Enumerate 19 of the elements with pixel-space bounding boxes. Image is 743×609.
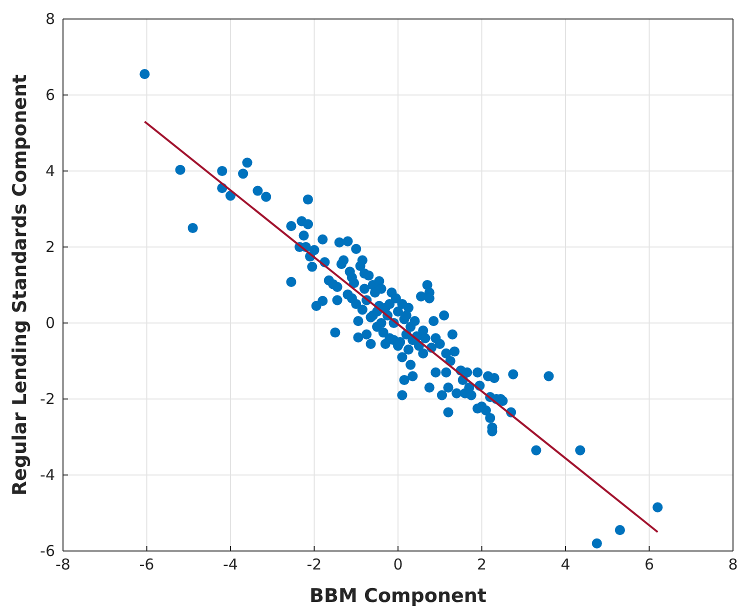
x-tick-label: 8 xyxy=(728,556,738,574)
y-tick-label: 6 xyxy=(45,86,55,104)
x-tick-label: 4 xyxy=(560,556,570,574)
x-tick-label: -2 xyxy=(306,556,322,574)
y-tick-label: 4 xyxy=(45,162,55,180)
x-tick-label: -8 xyxy=(56,556,70,574)
x-tick-label: 6 xyxy=(644,556,654,574)
x-tick-label: -6 xyxy=(139,556,154,574)
x-axis-title: BBM Component xyxy=(310,585,486,607)
y-tick-label: 2 xyxy=(45,238,55,256)
y-tick-label: -2 xyxy=(40,390,55,408)
y-tick-label: -6 xyxy=(40,542,55,560)
y-tick-label: 8 xyxy=(45,10,55,28)
x-tick-label: -4 xyxy=(223,556,238,574)
y-tick-label: -4 xyxy=(40,466,55,484)
x-tick-label: 0 xyxy=(393,556,403,574)
y-axis-title: Regular Lending Standards Component xyxy=(9,74,31,496)
x-tick-label: 2 xyxy=(476,556,487,574)
y-tick-label: 0 xyxy=(45,314,55,332)
